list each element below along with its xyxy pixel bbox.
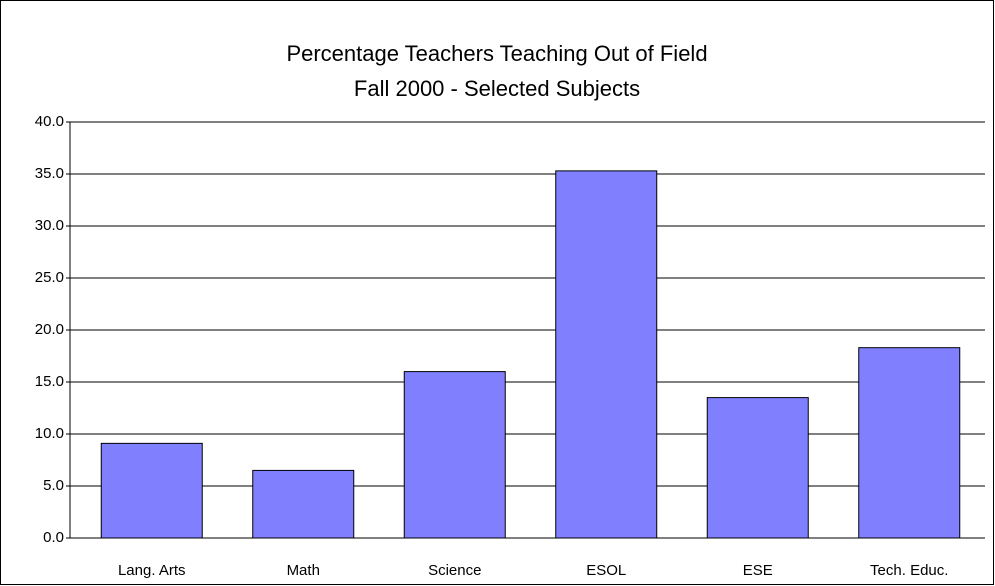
y-tick-label: 5.0 (43, 477, 64, 494)
x-tick-label: Tech. Educ. (870, 562, 948, 579)
x-tick-label: ESE (743, 562, 773, 579)
y-tick-label: 15.0 (35, 373, 64, 390)
x-tick-label: Science (428, 562, 481, 579)
bar (403, 371, 506, 539)
bar (252, 469, 355, 539)
chart-subtitle: Fall 2000 - Selected Subjects (354, 76, 640, 101)
y-tick-label: 20.0 (35, 321, 64, 338)
y-tick-label: 30.0 (35, 217, 64, 234)
x-tick-label: Lang. Arts (118, 562, 186, 579)
x-tick-label: ESOL (586, 562, 626, 579)
bar (858, 347, 961, 539)
bar (100, 442, 203, 539)
y-tick-label: 40.0 (35, 113, 64, 130)
x-tick-label: Math (287, 562, 320, 579)
y-tick-label: 0.0 (43, 529, 64, 546)
bar (706, 397, 809, 539)
chart-title: Percentage Teachers Teaching Out of Fiel… (286, 41, 707, 66)
y-tick-label: 35.0 (35, 165, 64, 182)
bar (555, 170, 658, 539)
y-tick-label: 10.0 (35, 425, 64, 442)
y-tick-label: 25.0 (35, 269, 64, 286)
